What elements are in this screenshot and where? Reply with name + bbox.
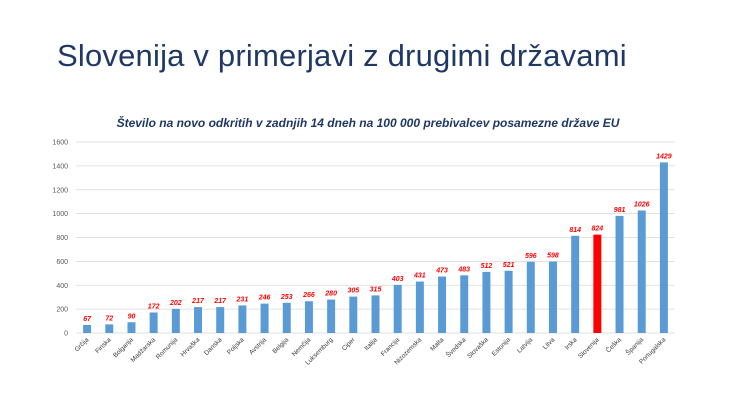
data-label: 266 — [302, 292, 315, 299]
data-label: 72 — [105, 315, 113, 322]
bar — [171, 308, 180, 333]
x-tick-label: Slovenija — [577, 336, 601, 360]
y-tick-label: 0 — [64, 331, 68, 338]
data-label: 253 — [280, 294, 293, 301]
bars — [83, 162, 668, 333]
data-label: 483 — [457, 266, 470, 273]
y-tick-label: 1200 — [52, 187, 68, 194]
y-tick-label: 1400 — [52, 163, 68, 170]
y-tick-label: 400 — [56, 283, 68, 290]
data-label: 231 — [236, 296, 249, 303]
bar — [659, 162, 668, 333]
y-tick-label: 1000 — [52, 211, 68, 218]
x-tick-label: Latvija — [516, 336, 535, 355]
bar — [593, 234, 602, 333]
data-label: 814 — [569, 227, 581, 234]
data-label: 280 — [324, 291, 337, 298]
data-label: 824 — [592, 226, 604, 233]
x-tick-label: Italija — [363, 336, 379, 352]
x-tick-label: Nemčija — [291, 336, 313, 358]
x-tick-label: Francija — [380, 336, 402, 358]
bar — [238, 305, 247, 333]
bar — [260, 303, 269, 333]
bar — [327, 299, 336, 333]
data-label: 217 — [191, 298, 205, 305]
bar — [482, 271, 491, 333]
data-label: 305 — [347, 288, 359, 295]
x-tick-label: Poljska — [226, 336, 246, 356]
bar — [349, 296, 358, 333]
bar — [304, 301, 313, 333]
bar — [393, 284, 402, 333]
bar — [282, 302, 291, 333]
y-axis-ticks: 0 200 400 600 800 1000 1200 1400 1600 — [52, 140, 68, 338]
data-label: 403 — [391, 276, 404, 283]
bar — [460, 275, 469, 333]
x-tick-label: Ciper — [341, 336, 358, 353]
data-label: 473 — [435, 268, 448, 275]
data-label: 1026 — [634, 202, 650, 209]
x-tick-label: Češka — [604, 335, 624, 355]
x-tick-label: Danska — [203, 336, 224, 357]
x-tick-label: Finska — [94, 336, 113, 355]
x-tick-label: Hrvaška — [180, 336, 202, 358]
x-tick-label: Romunija — [155, 336, 180, 361]
bar — [615, 215, 624, 333]
bar — [637, 210, 646, 333]
bar — [194, 307, 203, 333]
data-label: 67 — [83, 316, 92, 323]
data-label: 90 — [128, 313, 136, 320]
x-tick-label: Grčija — [74, 336, 91, 353]
bar — [216, 307, 225, 333]
x-tick-label: Španija — [623, 335, 645, 357]
chart-title: Število na novo odkritih v zadnjih 14 dn… — [117, 115, 620, 130]
bar — [149, 312, 158, 333]
bar — [548, 261, 557, 333]
y-tick-label: 200 — [56, 307, 68, 314]
data-label: 521 — [503, 262, 515, 269]
data-label: 1429 — [656, 153, 672, 160]
bar — [127, 322, 136, 333]
y-tick-label: 600 — [56, 259, 68, 266]
bar — [83, 325, 92, 333]
x-tick-label: Malta — [429, 336, 445, 352]
bar — [105, 324, 114, 333]
bar — [504, 270, 513, 333]
data-label: 596 — [525, 253, 537, 260]
data-label: 202 — [169, 300, 182, 307]
slide-title: Slovenija v primerjavi z drugimi državam… — [57, 38, 627, 73]
data-label: 315 — [370, 286, 382, 293]
data-label: 217 — [213, 298, 227, 305]
data-label: 512 — [481, 263, 493, 270]
bar — [438, 276, 447, 333]
bar — [371, 295, 380, 333]
bar — [415, 281, 424, 333]
x-tick-label: Slovaška — [466, 336, 490, 360]
data-label: 246 — [258, 295, 271, 302]
x-tick-label: Estonija — [491, 336, 513, 358]
data-labels: 67 72 90 172 202 217 217 231 246 253 266 280 305 315 4… — [83, 153, 672, 323]
data-label: 172 — [148, 303, 160, 310]
bar — [571, 235, 580, 333]
data-label: 598 — [547, 253, 559, 260]
bar — [526, 261, 535, 333]
x-tick-label: Švedska — [444, 335, 468, 359]
x-tick-label: Belgija — [271, 336, 290, 355]
x-tick-label: Irska — [564, 336, 579, 351]
x-tick-label: Avstrija — [248, 336, 268, 356]
data-label: 431 — [413, 273, 426, 280]
x-tick-label: Litva — [542, 336, 557, 351]
y-tick-label: 800 — [56, 235, 68, 242]
data-label: 981 — [614, 207, 626, 214]
y-tick-label: 1600 — [52, 140, 68, 147]
